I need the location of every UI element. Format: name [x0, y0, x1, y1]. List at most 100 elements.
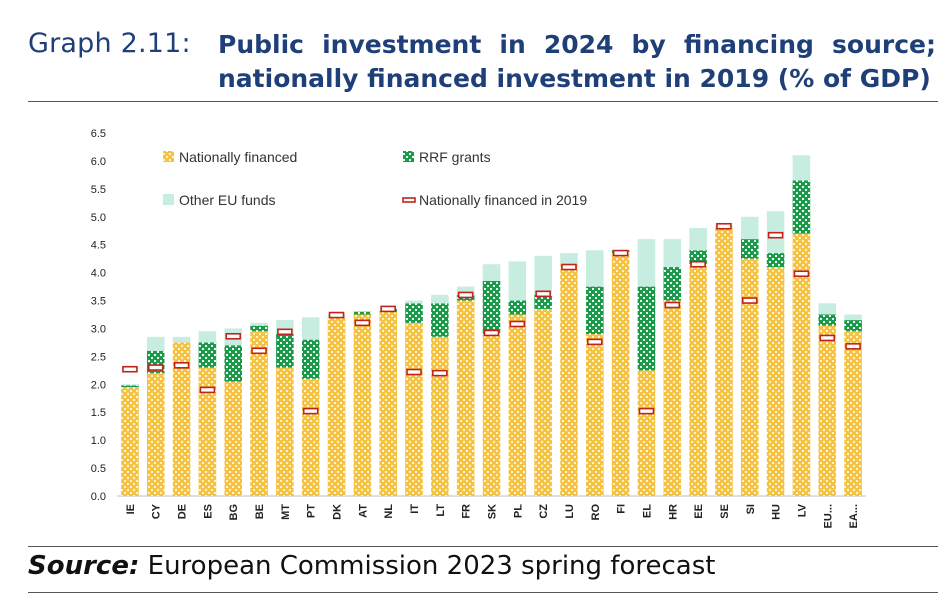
bar-nationally-financed-ie — [121, 387, 139, 496]
x-tick-label: ES — [202, 504, 214, 519]
bar-other-eu-funds-it — [405, 300, 423, 304]
bar-rrf-grants-lt — [431, 303, 449, 337]
bar-rrf-grants-be — [250, 325, 268, 332]
legend-swatch-rrf-grants — [403, 151, 414, 162]
bar-rrf-grants-ie — [121, 385, 139, 388]
marker-2019-si — [741, 297, 758, 304]
bar-nationally-financed-lu — [560, 264, 578, 496]
y-tick-label: 5.0 — [91, 212, 106, 224]
source-text: European Commission 2023 spring forecast — [147, 551, 716, 581]
bar-other-eu-funds-lu — [560, 253, 578, 265]
graph-number-label: Graph 2.11: — [28, 28, 191, 59]
marker-2019-bg — [225, 332, 242, 340]
bar-rrf-grants-at — [353, 311, 372, 315]
marker-2019-lt — [432, 369, 448, 377]
marker-2019-ro — [587, 338, 603, 346]
bar-rrf-grants-bg — [224, 345, 243, 382]
bar-nationally-financed-es — [198, 367, 217, 496]
markers-layer — [122, 222, 861, 415]
y-tick-label: 5.5 — [91, 184, 106, 196]
source-note: Source: European Commission 2023 spring … — [28, 551, 715, 581]
bar-nationally-financed-ee — [689, 264, 707, 496]
x-tick-label: EL — [641, 504, 653, 518]
x-tick-label: FI — [616, 504, 628, 514]
bar-other-eu-funds-pl — [508, 261, 527, 301]
bar-rrf-grants-si — [740, 239, 759, 259]
bar-rrf-grants-el — [637, 286, 656, 371]
y-tick-label: 1.0 — [91, 435, 106, 447]
bar-other-eu-funds-cz — [534, 255, 552, 295]
marker-2019-el — [638, 407, 655, 415]
marker-2019-ee — [690, 260, 706, 268]
bar-nationally-financed-at — [353, 314, 372, 496]
marker-2019-lu — [561, 263, 577, 271]
marker-2019-dk — [328, 311, 345, 319]
x-tick-label: HU — [771, 504, 783, 520]
stacked-bar-chart: 0.0 0.5 1.0 1.5 2.0 2.5 3.0 3.5 4.0 4.5 5.0 5.5 6.0 6… — [91, 128, 866, 528]
y-tick-label: 4.5 — [91, 240, 106, 252]
bar-rrf-grants-sk — [482, 280, 501, 335]
y-tick-label: 6.5 — [91, 128, 106, 140]
x-tick-label: RO — [590, 504, 602, 521]
y-tick-label: 0.5 — [91, 463, 106, 475]
marker-2019-es — [199, 386, 216, 394]
bar-rrf-grants-eu — [818, 314, 837, 326]
bar-other-eu-funds-eu — [818, 303, 837, 315]
legend-label-rrf-grants: RRF grants — [419, 149, 491, 165]
bar-other-eu-funds-lv — [792, 155, 811, 181]
legend-label-other-eu-funds: Other EU funds — [179, 192, 276, 208]
bar-nationally-financed-el — [637, 370, 656, 496]
y-tick-label: 3.0 — [91, 323, 106, 335]
x-tick-label: CY — [151, 503, 163, 519]
bar-nationally-financed-pl — [508, 314, 527, 496]
bars-layer — [121, 155, 862, 496]
x-tick-label: CZ — [538, 504, 550, 519]
bar-other-eu-funds-lt — [431, 294, 449, 304]
bar-other-eu-funds-si — [740, 216, 759, 240]
marker-2019-mt — [277, 328, 293, 336]
y-tick-label: 2.5 — [91, 351, 106, 363]
x-tick-label: PT — [306, 504, 318, 518]
bar-nationally-financed-it — [405, 322, 423, 496]
marker-2019-eu — [819, 334, 836, 342]
marker-2019-hr — [664, 301, 681, 309]
y-tick-label: 4.0 — [91, 268, 106, 280]
x-tick-label: BE — [254, 504, 266, 519]
source-divider — [28, 546, 938, 547]
bar-other-eu-funds-be — [250, 322, 268, 326]
bar-other-eu-funds-fr — [456, 286, 475, 295]
x-tick-label: LV — [796, 503, 808, 517]
bar-rrf-grants-pt — [301, 339, 320, 379]
marker-2019-pt — [302, 407, 319, 415]
bar-other-eu-funds-ie — [121, 384, 139, 386]
x-tick-label: SI — [745, 504, 757, 514]
bar-nationally-financed-cz — [534, 308, 552, 496]
marker-2019-lv — [793, 270, 810, 278]
marker-2019-ie — [122, 365, 138, 373]
x-tick-label: SE — [719, 504, 731, 519]
bar-other-eu-funds-es — [198, 331, 217, 343]
x-tick-label: NL — [383, 504, 395, 519]
bar-nationally-financed-fi — [611, 253, 630, 496]
marker-2019-de — [173, 362, 190, 369]
y-tick-label: 0.0 — [91, 491, 106, 503]
x-tick-label: EA... — [848, 504, 860, 528]
legend-swatch-nationally-financed-in-2019 — [402, 197, 416, 203]
chart-title: Public investment in 2024 by financing s… — [218, 30, 936, 93]
bar-other-eu-funds-ea — [844, 314, 862, 321]
marker-2019-fr — [457, 291, 474, 299]
marker-2019-fi — [612, 249, 629, 257]
bar-nationally-financed-lv — [792, 233, 811, 496]
bar-rrf-grants-ee — [689, 250, 707, 265]
marker-2019-nl — [380, 305, 396, 313]
bar-other-eu-funds-de — [172, 336, 191, 343]
x-tick-label: MT — [280, 504, 292, 520]
marker-2019-it — [406, 368, 422, 376]
x-tick-label: HR — [667, 504, 679, 520]
bar-rrf-grants-cz — [534, 294, 552, 309]
y-tick-label: 1.5 — [91, 407, 106, 419]
bar-nationally-financed-se — [715, 227, 733, 496]
bar-rrf-grants-hu — [766, 253, 785, 268]
x-tick-label: IT — [409, 504, 421, 514]
bar-rrf-grants-it — [405, 303, 423, 323]
